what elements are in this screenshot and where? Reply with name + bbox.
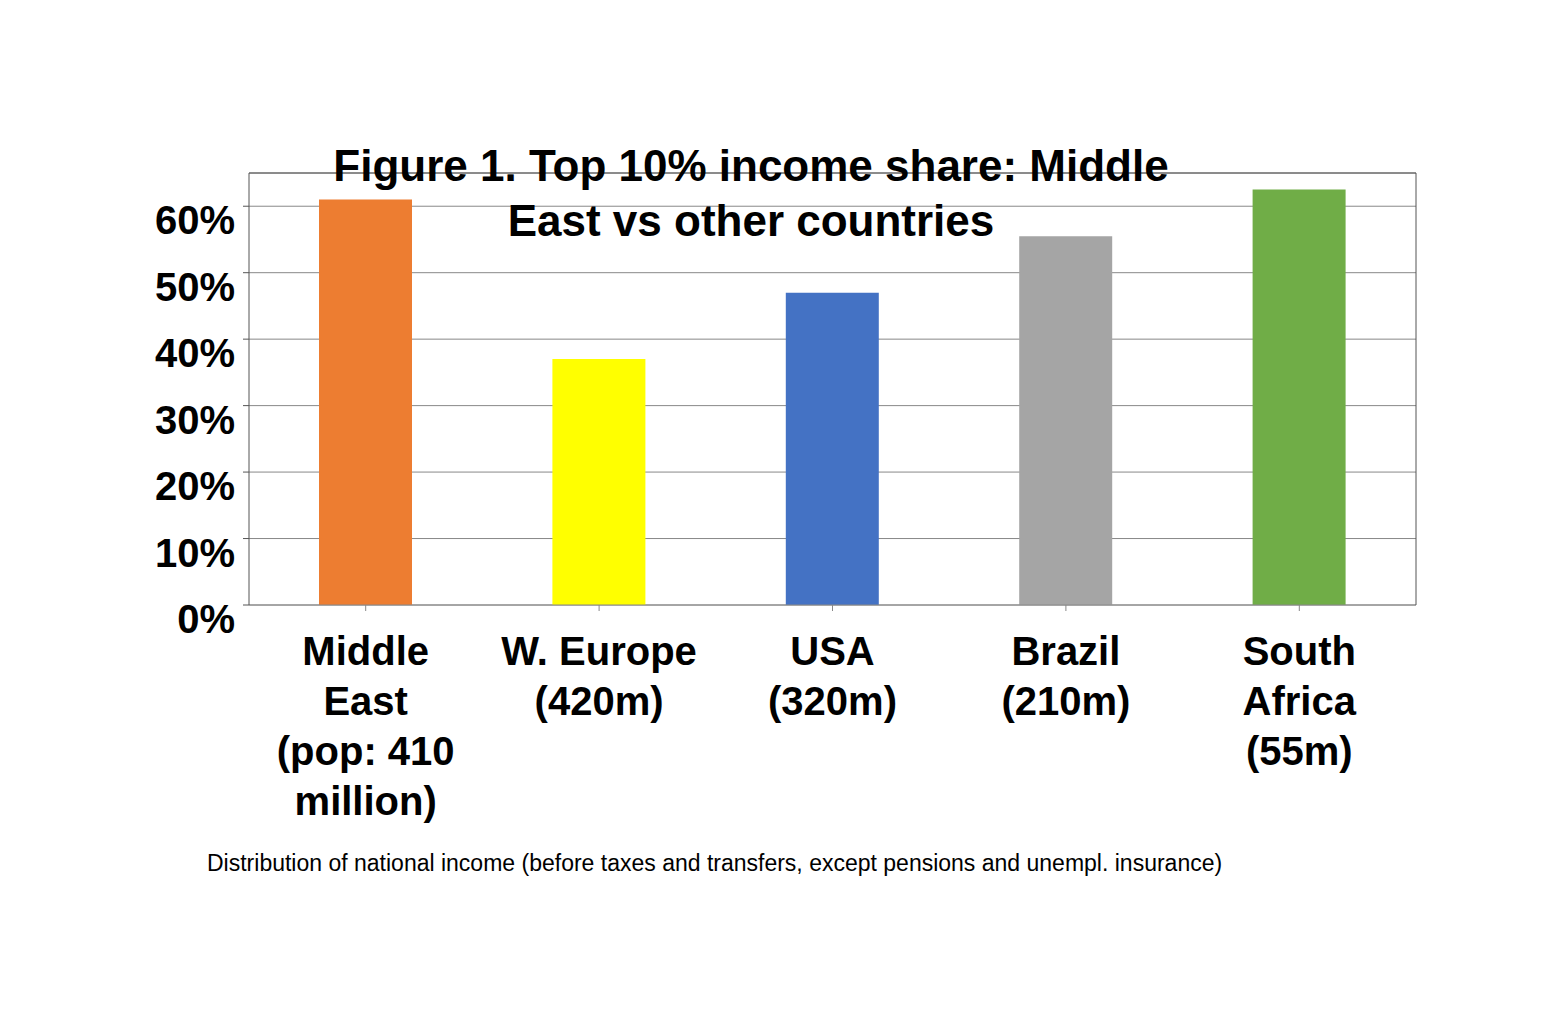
svg-text:40%: 40%: [155, 331, 235, 375]
svg-text:10%: 10%: [155, 531, 235, 575]
svg-text:60%: 60%: [155, 198, 235, 242]
html-text:Distribution of national incom: Distribution of national income (before …: [207, 850, 1223, 876]
svg-text:MiddleEast(pop: 410million): MiddleEast(pop: 410million): [277, 629, 455, 823]
svg-text:USA(320m): USA(320m): [768, 629, 897, 723]
svg-text:SouthAfrica(55m): SouthAfrica(55m): [1243, 629, 1357, 773]
svg-text:30%: 30%: [155, 398, 235, 442]
svg-text:Brazil(210m): Brazil(210m): [1001, 629, 1130, 723]
svg-text:W. Europe(420m): W. Europe(420m): [501, 629, 697, 723]
svg-text:50%: 50%: [155, 265, 235, 309]
svg-text:20%: 20%: [155, 464, 235, 508]
html-text:Figure 1. Top 10% income share: Figure 1. Top 10% income share: Middle E…: [333, 141, 1169, 245]
svg-text:0%: 0%: [177, 597, 235, 641]
